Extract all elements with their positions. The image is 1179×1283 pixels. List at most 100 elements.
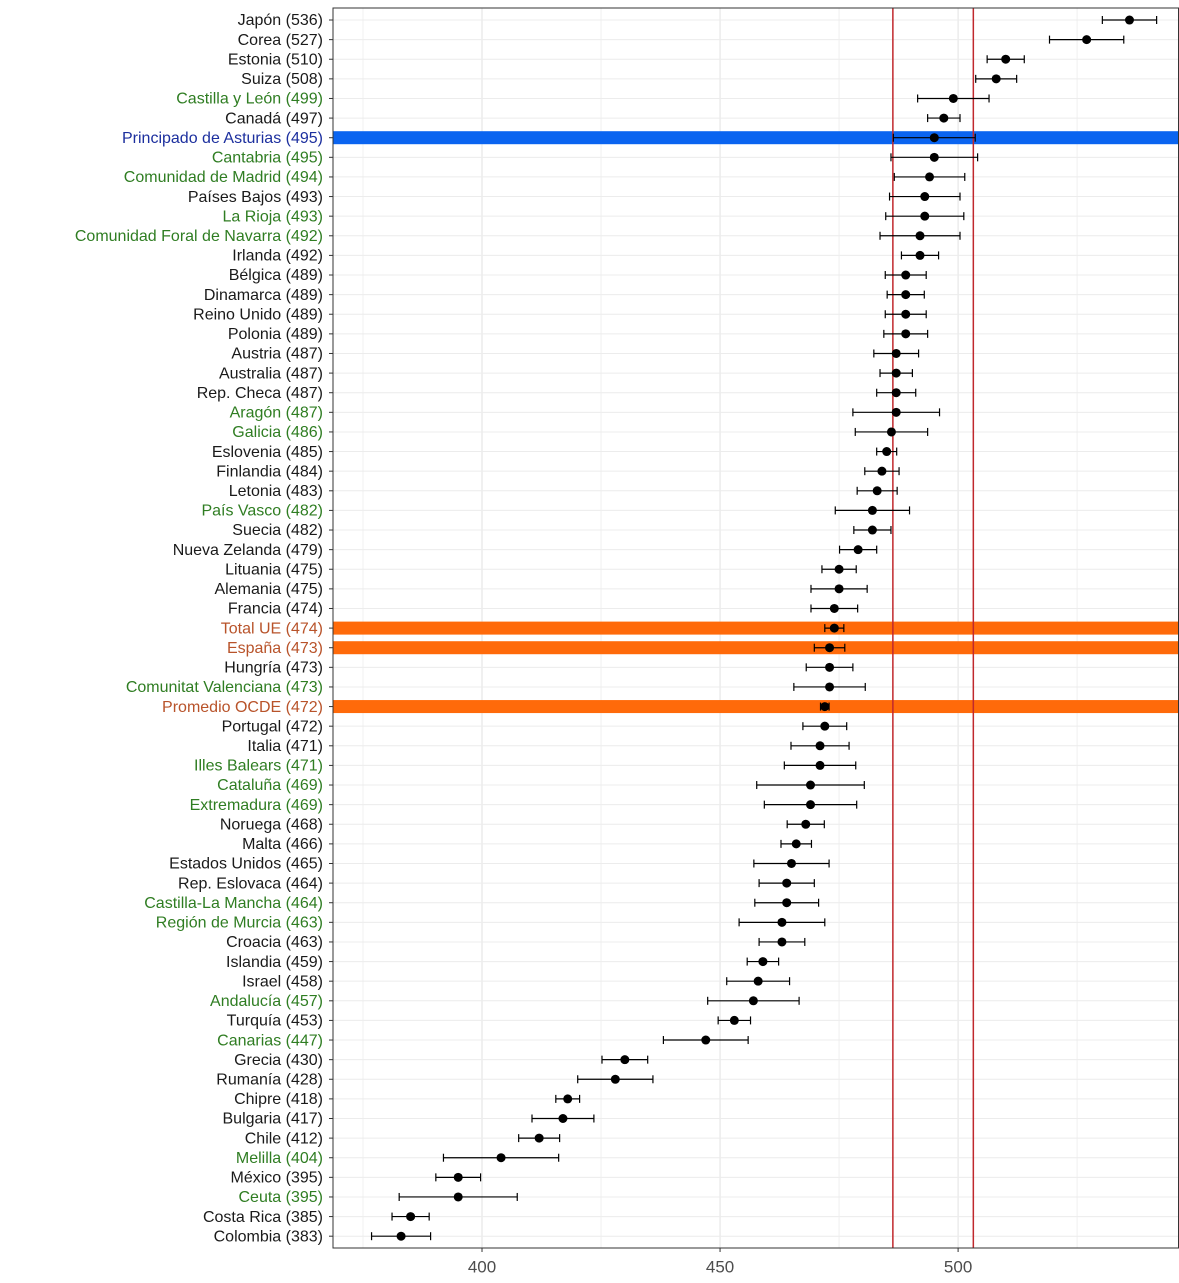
dot [610, 1074, 620, 1084]
y-tick-label: Países Bajos (493) [188, 189, 323, 206]
y-tick-label: Eslovenia (485) [212, 444, 323, 461]
y-tick-label: Principado de Asturias (495) [122, 130, 323, 147]
dot [1082, 35, 1092, 45]
dot [825, 662, 835, 672]
x-tick-label: 400 [468, 1257, 496, 1276]
dot [901, 290, 911, 300]
y-tick-label: Cantabria (495) [212, 150, 323, 167]
y-tick-label: Chipre (418) [234, 1091, 323, 1108]
y-tick-label: Croacia (463) [226, 934, 323, 951]
y-tick-label: Ceuta (395) [239, 1189, 324, 1206]
y-tick-label: Suiza (508) [241, 71, 323, 88]
y-tick-label: Noruega (468) [220, 816, 323, 833]
dot [791, 839, 801, 849]
y-tick-label: Portugal (472) [222, 718, 323, 735]
highlight-band [333, 131, 1179, 145]
dot [825, 643, 835, 653]
highlight-band [333, 700, 1179, 714]
dot [825, 682, 835, 692]
y-tick-label: Comunidad de Madrid (494) [124, 169, 323, 186]
y-tick-label: Hungría (473) [224, 660, 323, 677]
y-tick-label: Galicia (486) [232, 424, 323, 441]
y-tick-label: México (395) [231, 1170, 323, 1187]
dot [891, 348, 901, 358]
y-tick-label: Andalucía (457) [210, 993, 323, 1010]
y-tick-label: Australia (487) [219, 365, 323, 382]
dot [820, 702, 830, 712]
highlight-band [333, 621, 1179, 635]
y-tick-label: Turquía (453) [227, 1013, 323, 1030]
y-tick-label: Reino Unido (489) [193, 306, 323, 323]
x-tick-label: 450 [706, 1257, 734, 1276]
y-tick-label: Comunidad Foral de Navarra (492) [75, 228, 323, 245]
y-tick-label: Canadá (497) [225, 110, 323, 127]
dot [872, 486, 882, 496]
dot [991, 74, 1001, 84]
y-tick-label: Dinamarca (489) [204, 287, 323, 304]
dot [867, 505, 877, 515]
y-tick-label: Israel (458) [242, 973, 323, 990]
dot [396, 1231, 406, 1241]
x-tick-label: 500 [944, 1257, 972, 1276]
dot [891, 368, 901, 378]
y-tick-label: Melilla (404) [236, 1150, 323, 1167]
dot [748, 996, 758, 1006]
y-tick-label: Italia (471) [247, 738, 323, 755]
dot [925, 172, 935, 182]
dot [496, 1153, 506, 1163]
y-tick-label: Promedio OCDE (472) [162, 699, 323, 716]
dot [891, 388, 901, 398]
dot [782, 898, 792, 908]
dot [1001, 54, 1011, 64]
y-tick-label: Estados Unidos (465) [169, 856, 323, 873]
dot [777, 937, 787, 947]
dot [558, 1113, 568, 1123]
dot [867, 525, 877, 535]
y-tick-label: España (473) [227, 640, 323, 657]
y-tick-label: Rep. Eslovaca (464) [178, 875, 323, 892]
dot [782, 878, 792, 888]
dot [829, 623, 839, 633]
y-tick-label: País Vasco (482) [201, 503, 323, 520]
dot [915, 250, 925, 260]
y-tick-label: Illes Balears (471) [194, 758, 323, 775]
y-tick-label: Japón (536) [238, 12, 323, 29]
y-tick-label: Polonia (489) [228, 326, 323, 343]
y-tick-label: Austria (487) [231, 346, 323, 363]
highlight-band [333, 641, 1179, 655]
y-tick-label: Nueva Zelanda (479) [173, 542, 323, 559]
dot [406, 1212, 416, 1222]
y-tick-label: Extremadura (469) [190, 797, 323, 814]
y-tick-label: Rep. Checa (487) [197, 385, 323, 402]
dot [877, 466, 887, 476]
dot [920, 192, 930, 202]
dot [920, 211, 930, 221]
dot [786, 858, 796, 868]
dot [701, 1035, 711, 1045]
y-tick-label: Grecia (430) [234, 1052, 323, 1069]
y-tick-label: Costa Rica (385) [203, 1209, 323, 1226]
y-tick-label: Alemania (475) [215, 581, 324, 598]
y-tick-label: Aragón (487) [230, 405, 323, 422]
y-tick-label: Corea (527) [238, 32, 323, 49]
dot [815, 760, 825, 770]
dot [729, 1015, 739, 1025]
dot [901, 329, 911, 339]
y-tick-label: Región de Murcia (463) [156, 915, 323, 932]
dot [929, 152, 939, 162]
dot [853, 545, 863, 555]
dot [758, 957, 768, 967]
dot [806, 780, 816, 790]
dot [901, 270, 911, 280]
dot [777, 917, 787, 927]
y-tick-label: Comunitat Valenciana (473) [126, 679, 323, 696]
dot [901, 309, 911, 319]
y-tick-label: Colombia (383) [214, 1228, 323, 1245]
dot [915, 231, 925, 241]
dot [1124, 15, 1134, 25]
dot [620, 1055, 630, 1065]
dot [939, 113, 949, 123]
dot [834, 584, 844, 594]
dot [453, 1172, 463, 1182]
y-tick-label: Francia (474) [228, 601, 323, 618]
